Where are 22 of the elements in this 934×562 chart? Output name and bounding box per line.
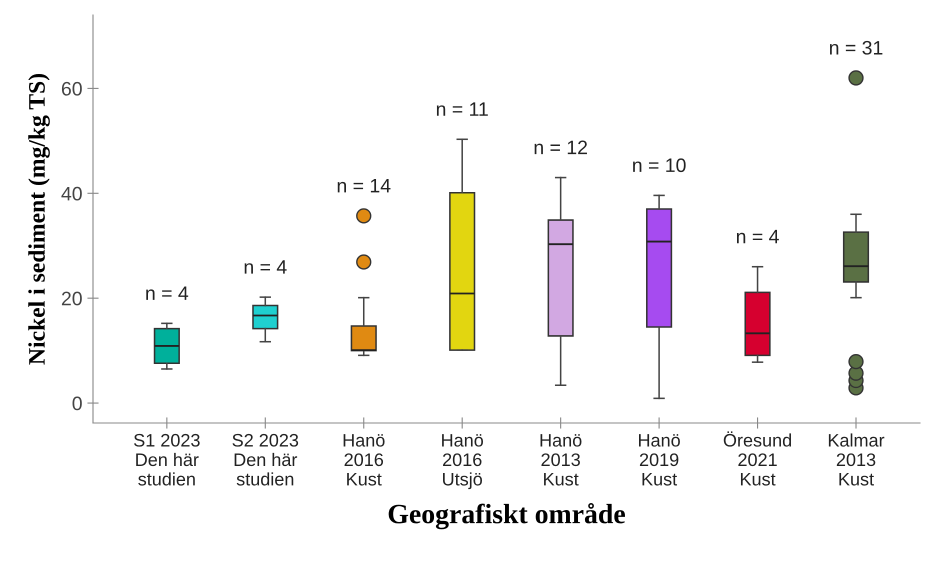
annotation: n = 11 [436,102,488,116]
y-tick-label: 40 [61,186,82,201]
y-tick-label: 20 [62,292,82,306]
annotation: n = 10 [633,158,686,172]
x-tick-label: Hanö 2016 Kust [344,434,385,486]
x-tick-label: Hanö 2013 Kust [540,434,582,486]
x-tick-label: Kalmar 2013 Kust [828,433,884,486]
x-tick-label: Hanö 2019 Kust [639,434,680,486]
annotation: n = 4 [244,260,287,274]
y-axis-title: Nickel i sediment (mg/kg TS) [28,74,50,365]
annotation: n = 4 [736,230,779,244]
annotation: n = 31 [830,40,882,55]
x-tick-label: S1 2023 Den här studien [134,434,200,486]
y-tick-label: 0 [72,396,82,410]
x-axis-title: Geografiskt område [388,503,625,530]
annotation: n = 4 [146,286,188,300]
annotation: n = 12 [534,140,587,154]
y-tick-label: 60 [62,82,82,96]
x-tick-label: Öresund 2021 Kust [724,431,792,486]
x-tick-label: Hanö 2016 Utsjö [442,434,484,490]
x-tick-label: S2 2023 Den här studien [232,434,298,486]
annotation: n = 14 [338,178,390,192]
